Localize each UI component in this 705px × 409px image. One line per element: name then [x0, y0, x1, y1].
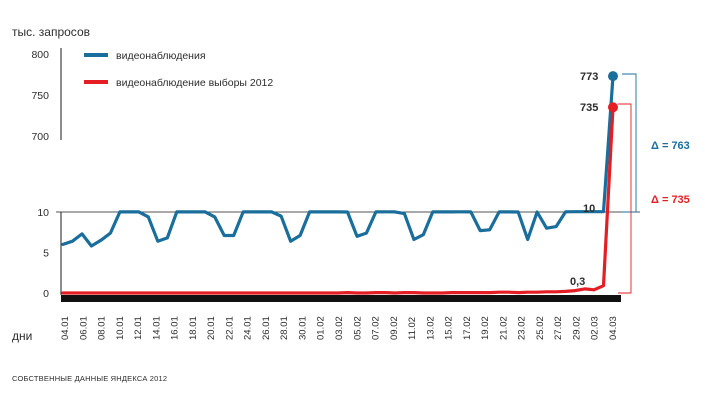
data-label-10: 10: [583, 203, 595, 215]
x-tick-label: 24.01: [243, 316, 254, 340]
x-tick-label: 12.01: [133, 316, 144, 340]
data-label-0-3: 0,3: [570, 276, 585, 288]
x-tick-label: 04.01: [60, 316, 71, 340]
series-line-video: [61, 74, 615, 248]
x-tick-label: 03.02: [334, 316, 345, 340]
x-ticks: 04.01 06.01 08.01 10.01 12.01 14.01 16.01 18.01…: [60, 316, 619, 340]
x-tick-label: 26.01: [261, 316, 272, 340]
y-tick-label: 5: [43, 248, 49, 260]
x-tick-label: 19.02: [480, 316, 491, 340]
x-tick-label: 30.01: [297, 316, 308, 340]
x-tick-label: 23.02: [517, 316, 528, 340]
x-tick-label: 15.02: [444, 316, 455, 340]
delta-bracket-video: [622, 73, 637, 213]
series-end-point-video: [608, 71, 618, 82]
x-tick-label: 11.02: [407, 317, 418, 340]
x-tick-label: 01.02: [316, 316, 327, 340]
x-tick-label: 16.01: [170, 316, 181, 340]
delta-label-elections: Δ = 735: [651, 194, 690, 206]
legend: видеонаблюдения видеонаблюдение выборы 2…: [84, 50, 273, 89]
delta-label-video: Δ = 763: [651, 140, 690, 152]
x-tick-label: 27.02: [553, 316, 564, 340]
x-tick-label: 05.02: [352, 316, 363, 340]
legend-label-elections: видеонаблюдение выборы 2012: [116, 77, 273, 89]
y-tick-label: 700: [31, 131, 49, 143]
x-tick-label: 28.01: [279, 316, 290, 340]
x-tick-label: 02.03: [590, 316, 601, 340]
x-tick-label: 04.03: [608, 316, 619, 340]
x-tick-label: 18.01: [188, 316, 199, 340]
x-tick-label: 17.02: [462, 316, 473, 340]
x-tick-label: 21.02: [498, 316, 509, 340]
y-tick-label: 750: [31, 90, 49, 102]
y-tick-label: 800: [31, 49, 49, 61]
legend-label-video: видеонаблюдения: [116, 50, 206, 62]
x-axis-bar: [61, 295, 621, 302]
data-label-773: 773: [580, 71, 598, 83]
x-tick-label: 06.01: [78, 316, 89, 340]
y-tick-label: 0: [43, 288, 49, 300]
y-ticks: 0 5 10 700 750 800: [31, 49, 49, 300]
series-line-elections: [61, 105, 615, 295]
data-label-735: 735: [580, 102, 598, 114]
x-tick-label: 09.02: [389, 316, 400, 340]
x-tick-label: 07.02: [371, 316, 382, 340]
x-tick-label: 25.02: [535, 316, 546, 340]
x-tick-label: 10.01: [115, 316, 126, 340]
y-tick-label: 10: [37, 207, 49, 219]
x-tick-label: 14.01: [151, 316, 162, 340]
x-tick-label: 20.01: [206, 316, 217, 340]
x-axis-label: дни: [12, 329, 32, 343]
delta-bracket-elections: [618, 103, 632, 294]
x-tick-label: 22.01: [224, 316, 235, 340]
x-tick-label: 13.02: [425, 316, 436, 340]
source-note: СОБСТВЕННЫЕ ДАННЫЕ ЯНДЕКСА 2012: [12, 374, 167, 383]
x-tick-label: 08.01: [97, 316, 108, 340]
x-tick-label: 29.02: [571, 316, 582, 340]
series-end-point-elections: [608, 102, 618, 113]
unit-label: тыс. запросов: [12, 25, 90, 39]
